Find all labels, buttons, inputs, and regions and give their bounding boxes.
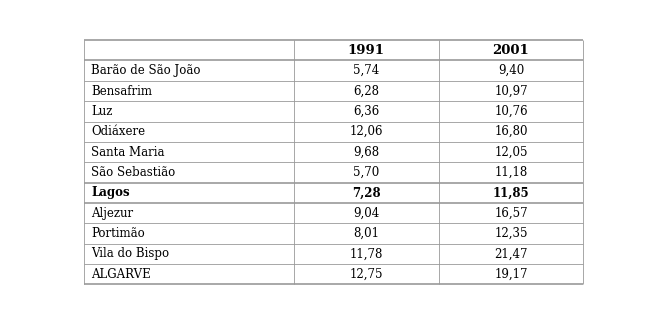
Text: 12,35: 12,35 [494,227,528,240]
Text: 11,18: 11,18 [494,166,527,179]
Text: 1991: 1991 [348,44,385,56]
Text: 9,40: 9,40 [498,64,524,77]
Text: 10,76: 10,76 [494,105,528,118]
Text: 6,36: 6,36 [353,105,380,118]
Text: 5,70: 5,70 [353,166,380,179]
Text: 12,75: 12,75 [350,268,383,281]
Text: 7,28: 7,28 [352,186,380,199]
Text: 12,05: 12,05 [494,146,528,159]
Text: 8,01: 8,01 [353,227,379,240]
Text: 9,04: 9,04 [353,207,380,220]
Text: 6,28: 6,28 [353,84,379,98]
Text: 2001: 2001 [493,44,529,56]
Text: Santa Maria: Santa Maria [91,146,165,159]
Text: Bensafrim: Bensafrim [91,84,152,98]
Text: Vila do Bispo: Vila do Bispo [91,247,170,260]
Text: 21,47: 21,47 [494,247,528,260]
Text: 5,74: 5,74 [353,64,380,77]
Text: 10,97: 10,97 [494,84,528,98]
Text: 19,17: 19,17 [494,268,528,281]
Text: Lagos: Lagos [91,186,130,199]
Text: 16,57: 16,57 [494,207,528,220]
Text: 9,68: 9,68 [353,146,379,159]
Text: Barão de São João: Barão de São João [91,64,201,77]
Text: Portimão: Portimão [91,227,145,240]
Text: 16,80: 16,80 [494,125,528,138]
Text: 11,78: 11,78 [350,247,383,260]
Text: São Sebastião: São Sebastião [91,166,176,179]
Text: Luz: Luz [91,105,113,118]
Text: 12,06: 12,06 [350,125,383,138]
Text: 11,85: 11,85 [493,186,529,199]
Text: ALGARVE: ALGARVE [91,268,151,281]
Text: Aljezur: Aljezur [91,207,133,220]
Text: Odiáxere: Odiáxere [91,125,146,138]
